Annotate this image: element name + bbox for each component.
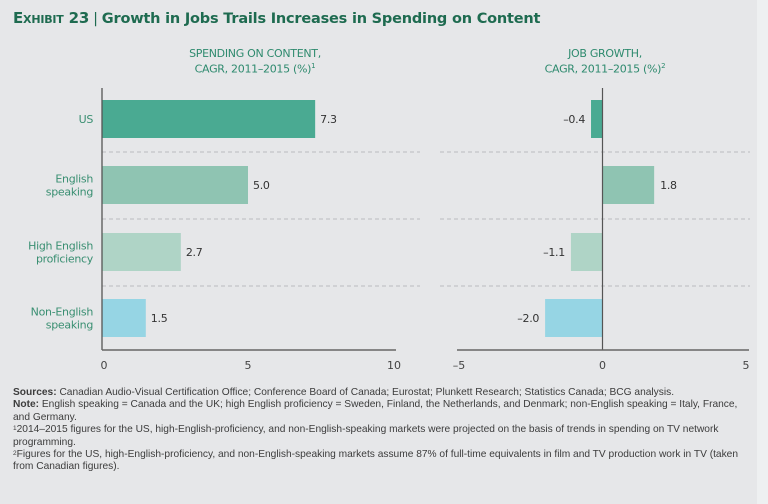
left-value-label: 7.3: [320, 113, 337, 126]
right-bar-high-english-proficiency: [570, 233, 603, 271]
footnote-2: 2Figures for the US, high-English-profic…: [13, 449, 753, 474]
right-chart-title-line2: CAGR, 2011–2015 (%)2: [500, 60, 710, 76]
category-label: proficiency: [36, 253, 94, 266]
right-tick-label: –5: [453, 359, 466, 372]
left-bar-us: [102, 100, 316, 138]
left-value-label: 1.5: [151, 312, 168, 325]
left-tick-label: 5: [245, 359, 252, 372]
category-label: speaking: [46, 319, 93, 332]
exhibit-label: Exhibit 23: [13, 9, 90, 27]
sources-line: Sources: Canadian Audio-Visual Certifica…: [13, 387, 753, 399]
right-tick-label: 5: [743, 359, 750, 372]
left-bar-high-english-proficiency: [102, 233, 181, 271]
right-chart-title: JOB GROWTH, CAGR, 2011–2015 (%)2: [500, 47, 710, 76]
footnote-1-mark: 1: [13, 425, 17, 433]
left-value-label: 2.7: [186, 246, 203, 259]
category-label: Non-English: [31, 306, 94, 319]
left-chart-title-line2-text: CAGR, 2011–2015 (%): [194, 62, 312, 76]
notes-block: Sources: Canadian Audio-Visual Certifica…: [13, 387, 753, 474]
left-value-label: 5.0: [253, 179, 270, 192]
left-chart-title: SPENDING ON CONTENT, CAGR, 2011–2015 (%)…: [150, 47, 360, 76]
right-bar-non-english-speaking: [545, 299, 603, 337]
footnote-1-text: 2014–2015 figures for the US, high-Engli…: [13, 424, 719, 448]
title-separator: |: [93, 11, 98, 27]
note-text: English speaking = Canada and the UK; hi…: [13, 399, 738, 423]
right-edge-strip: [757, 0, 768, 504]
right-chart-footnote-mark: 2: [661, 62, 666, 70]
right-tick-label: 0: [599, 359, 606, 372]
right-chart-title-line2-text: CAGR, 2011–2015 (%): [544, 62, 662, 76]
left-tick-label: 10: [387, 359, 401, 372]
left-chart-footnote-mark: 1: [311, 62, 316, 70]
left-tick-label: 0: [101, 359, 108, 372]
category-label: US: [79, 113, 94, 126]
right-value-label: –1.1: [543, 246, 565, 259]
sources-text: Canadian Audio-Visual Certification Offi…: [56, 387, 675, 398]
footnote-2-text: Figures for the US, high-English-profici…: [13, 449, 739, 473]
note-label: Note:: [13, 399, 40, 411]
sources-label: Sources:: [13, 387, 57, 398]
right-value-label: –2.0: [517, 312, 539, 325]
note-line: Note: English speaking = Canada and the …: [13, 399, 753, 424]
right-bar-us: [591, 100, 603, 138]
left-chart-title-line1: SPENDING ON CONTENT,: [189, 47, 321, 60]
footnote-2-mark: 2: [13, 450, 17, 458]
right-bar-english-speaking: [602, 166, 655, 204]
right-value-label: –0.4: [563, 113, 585, 126]
exhibit-title: Exhibit 23 | Growth in Jobs Trails Increas…: [13, 9, 540, 27]
right-chart-title-line1: JOB GROWTH,: [568, 47, 642, 60]
left-bar-english-speaking: [102, 166, 248, 204]
category-label: English: [55, 173, 93, 186]
left-bar-non-english-speaking: [102, 299, 146, 337]
left-chart-title-line2: CAGR, 2011–2015 (%)1: [150, 60, 360, 76]
row-separators: [102, 151, 750, 287]
right-value-label: 1.8: [660, 179, 677, 192]
exhibit-title-text: Growth in Jobs Trails Increases in Spend…: [101, 11, 541, 27]
category-label: High English: [28, 240, 93, 253]
footnote-1: 12014–2015 figures for the US, high-Engl…: [13, 424, 753, 449]
category-label: speaking: [46, 186, 93, 199]
right-chart: –0.4 1.8 –1.1 –2.0 –5 0 5: [453, 88, 750, 372]
